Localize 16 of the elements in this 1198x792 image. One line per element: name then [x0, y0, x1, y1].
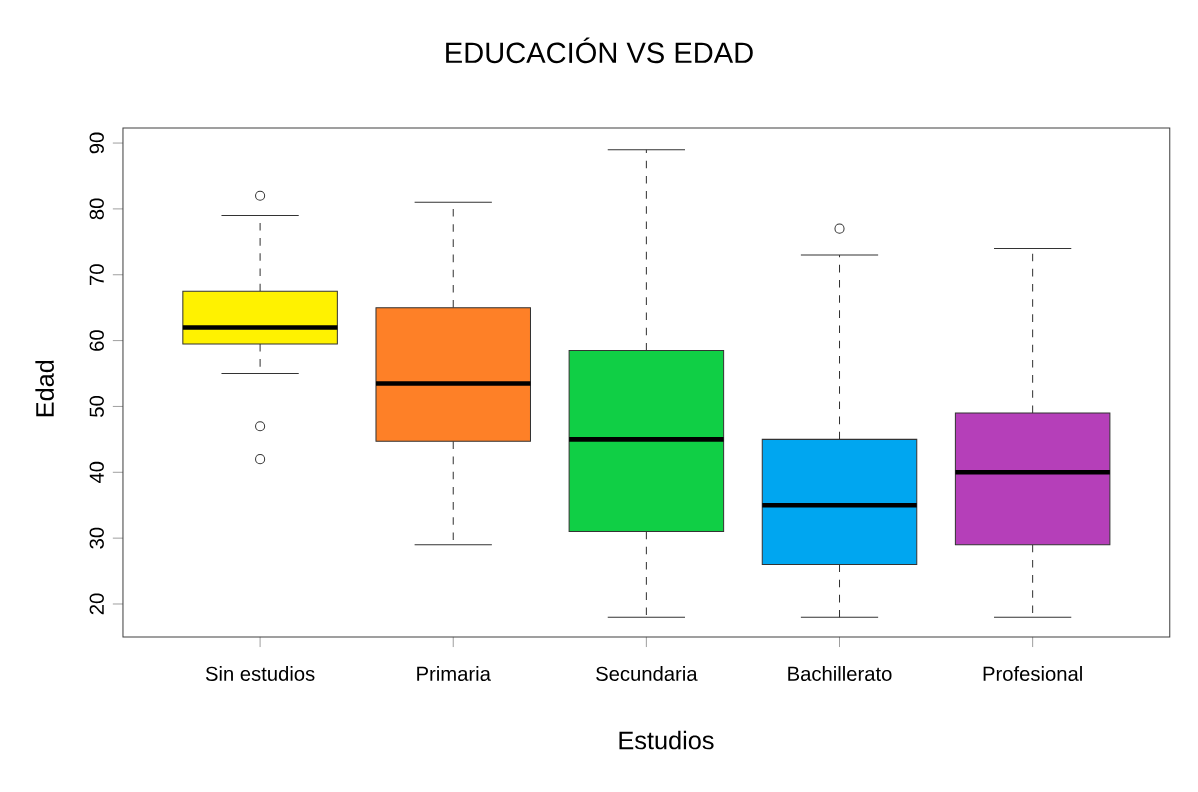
y-tick-label: 90 — [89, 132, 104, 154]
x-tick-label: Bachillerato — [788, 666, 892, 681]
x-tick-label: Sin estudios — [205, 666, 315, 681]
y-tick-label: 20 — [89, 593, 104, 615]
y-axis-title: Edad — [35, 360, 54, 417]
y-tick-label: 70 — [89, 264, 104, 286]
y-tick-label: 40 — [89, 461, 104, 484]
y-tick-label: 30 — [89, 527, 104, 549]
y-tick-label: 50 — [89, 396, 104, 417]
x-tick-label: Secundaria — [596, 666, 698, 681]
x-tick-label: Profesional — [983, 666, 1082, 681]
chart-title: EDUCACIÓN VS EDAD — [446, 37, 753, 64]
x-tick-label: Primaria — [417, 666, 491, 681]
x-axis-title: Estudios — [619, 730, 714, 750]
y-tick-label: 60 — [89, 330, 104, 351]
y-tick-label: 80 — [89, 198, 104, 220]
